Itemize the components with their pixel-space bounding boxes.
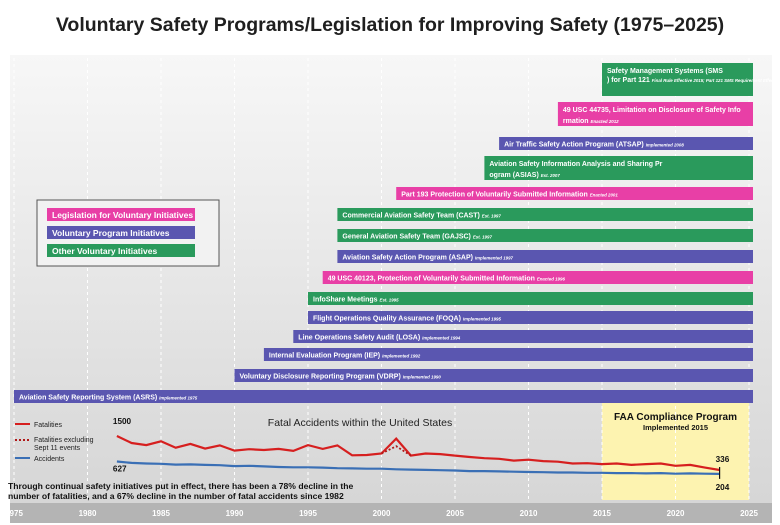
program-bar — [337, 208, 753, 221]
program-bar — [293, 330, 753, 343]
program-bar — [337, 250, 753, 263]
program-bar — [308, 292, 753, 305]
x-tick-label: 2015 — [593, 509, 611, 518]
x-tick-label: 2005 — [446, 509, 464, 518]
x-tick-label: 1975 — [5, 509, 23, 518]
legend-swatch-legislation — [47, 208, 195, 221]
program-bar — [484, 156, 753, 180]
program-label: 49 USC 40123, Protection of Voluntarily … — [328, 276, 566, 283]
x-tick-label: 2000 — [373, 509, 391, 518]
program-bar — [234, 369, 753, 382]
faa-program-subtitle: Implemented 2015 — [643, 423, 708, 432]
legend-label-other: Other Voluntary Initiatives — [52, 246, 157, 256]
value-labels: 1500 627 336 204 — [113, 417, 730, 492]
legend-box: Legislation for Voluntary Initiatives Vo… — [36, 199, 220, 267]
program-label: Commercial Aviation Safety Team (CAST) E… — [342, 213, 501, 220]
faa-program-title: FAA Compliance Program — [614, 412, 737, 423]
program-label: Aviation Safety Action Program (ASAP) Im… — [342, 255, 513, 262]
program-label: General Aviation Safety Team (GAJSC) Est… — [342, 234, 492, 241]
program-label: Line Operations Safety Audit (LOSA) Impl… — [298, 335, 460, 342]
value-label: 627 — [113, 465, 127, 474]
lower-chart-title: Fatal Accidents within the United States — [268, 417, 452, 429]
program-bars: Safety Management Systems (SMS) for Part… — [14, 63, 780, 403]
series-line — [381, 445, 412, 457]
legend-text-fatalities-excl: Fatalities excluding Sept 11 events — [34, 437, 95, 452]
program-label: Air Traffic Safety Action Program (ATSAP… — [504, 142, 684, 149]
program-label: Aviation Safety Information Analysis and… — [489, 161, 662, 179]
x-axis: 1975 1980 1985 1990 1995 2000 2005 2010 2015 2020… — [5, 503, 772, 523]
program-bar — [263, 348, 753, 361]
legend-label-legislation: Legislation for Voluntary Initiatives — [52, 210, 193, 220]
series-line — [116, 460, 720, 475]
legend-swatch-voluntary — [47, 226, 195, 239]
value-label: 336 — [716, 455, 730, 464]
time-series-lines — [116, 435, 721, 479]
axis-band — [10, 503, 772, 523]
program-bar — [557, 102, 753, 126]
program-label: Safety Management Systems (SMS) for Part… — [607, 68, 780, 84]
legend-text-accidents: Accidents — [34, 456, 65, 463]
program-bar — [396, 187, 753, 200]
x-tick-label: 2025 — [740, 509, 758, 518]
series-legend: Fatalities Fatalities excluding Sept 11 … — [15, 422, 95, 463]
program-label: Aviation Safety Reporting System (ASRS) … — [19, 395, 198, 402]
x-tick-label: 2020 — [667, 509, 685, 518]
value-label: 204 — [716, 483, 730, 492]
program-label: Internal Evaluation Program (IEP) Implem… — [269, 353, 421, 360]
program-bar — [308, 311, 753, 324]
x-tick-label: 1995 — [299, 509, 317, 518]
program-label: Voluntary Disclosure Reporting Program (… — [240, 374, 442, 381]
program-bar — [14, 390, 753, 403]
program-label: Part 193 Protection of Voluntarily Submi… — [401, 192, 618, 199]
value-label: 1500 — [113, 417, 132, 426]
series-line — [116, 435, 720, 472]
legend-label-voluntary: Voluntary Program Initiatives — [52, 228, 170, 238]
x-tick-label: 1985 — [152, 509, 170, 518]
chart-title: Voluntary Safety Programs/Legislation fo… — [55, 14, 725, 36]
program-label: Flight Operations Quality Assurance (FOQ… — [313, 316, 502, 323]
program-bar — [322, 271, 753, 284]
legend-text-fatalities: Fatalities — [34, 422, 63, 429]
program-bar — [337, 229, 753, 242]
program-label: 49 USC 44735, Limitation on Disclosure o… — [563, 107, 741, 125]
footnote: Through continual safety initiatives put… — [8, 481, 356, 501]
x-tick-label: 1980 — [79, 509, 97, 518]
legend-swatch-other — [47, 244, 195, 257]
x-tick-label: 2010 — [520, 509, 538, 518]
program-bar — [499, 137, 753, 150]
program-label: InfoShare Meetings Est. 1995 — [313, 297, 399, 304]
x-tick-label: 1990 — [226, 509, 244, 518]
program-bar — [602, 63, 753, 96]
